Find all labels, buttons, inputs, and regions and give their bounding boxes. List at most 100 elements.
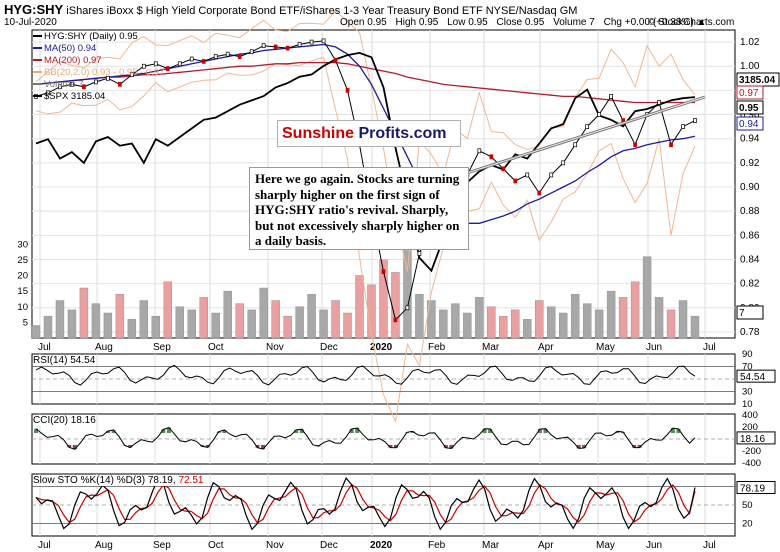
price-candle	[225, 51, 230, 57]
sto-value-tag	[736, 481, 776, 495]
price-tick-label: 0.88	[740, 206, 760, 217]
low-value: 0.95	[468, 17, 488, 28]
price-tick-label: 1.00	[740, 61, 760, 72]
open-value: 0.95	[367, 17, 387, 28]
x-tick-label-bottom: May	[596, 540, 615, 551]
price-candle	[525, 172, 530, 178]
sto-value: 78.19	[740, 484, 765, 495]
volume-bar	[199, 297, 208, 339]
price-candle	[46, 90, 50, 96]
volume-value: 7	[589, 17, 595, 28]
volume-bar	[55, 300, 65, 339]
price-candle	[285, 45, 290, 51]
close-value: 0.95	[524, 17, 545, 28]
cci-value: 18.16	[740, 434, 765, 445]
legend-item: $SPX 3185.04	[33, 91, 164, 103]
volume-bar	[283, 315, 292, 339]
price-tag: 0.97	[739, 88, 759, 99]
volume-bar	[594, 309, 604, 339]
cci-label: CCI(20) 18.16	[33, 415, 96, 426]
x-tick-label: Dec	[320, 342, 338, 353]
x-tick-label: Nov	[266, 342, 284, 353]
volume-bar	[403, 250, 412, 339]
volume-bar	[295, 306, 304, 339]
volume-bar	[211, 312, 220, 339]
x-tick-label-bottom: Mar	[482, 540, 500, 551]
x-tick-label-bottom: Jul	[703, 540, 716, 551]
price-candle	[333, 57, 338, 63]
chart-date: 10-Jul-2020	[4, 17, 57, 28]
price-candle	[177, 61, 182, 67]
volume-bar	[475, 297, 484, 339]
volume-bar	[547, 306, 556, 339]
price-tick-label: 0.78	[740, 327, 760, 338]
volume-bar	[427, 300, 436, 339]
volume-bar	[559, 312, 568, 339]
price-tag: 7	[739, 308, 745, 319]
price-tick-label: 0.92	[740, 158, 760, 169]
rsi-label: RSI(14) 54.54	[33, 355, 96, 366]
rsi-line	[35, 364, 696, 386]
x-tick-label: Jun	[646, 342, 662, 353]
volume-bar	[606, 290, 616, 339]
price-candle	[345, 88, 350, 93]
price-candle	[153, 61, 158, 67]
rsi-value-tag	[736, 369, 776, 383]
volume-bar	[151, 315, 161, 339]
volume-bar	[91, 303, 101, 339]
volume-bar	[618, 297, 628, 339]
price-tick-label: 0.82	[740, 279, 760, 290]
x-tick-label: Jul	[38, 342, 51, 353]
ma200-line	[35, 61, 695, 104]
legend-item: MA(50) 0.94	[33, 43, 164, 55]
price-candle	[58, 84, 62, 90]
price-candle	[513, 178, 518, 184]
price-candle	[657, 100, 661, 105]
price-candle	[130, 72, 134, 78]
price-tag-box	[736, 305, 764, 320]
volume-bar	[654, 297, 664, 339]
volume-tick-label: 25	[17, 255, 28, 266]
price-tag: 0.95	[739, 103, 759, 114]
volume-bar	[331, 300, 340, 339]
price-candle	[94, 79, 98, 85]
volume-bar	[570, 294, 580, 339]
stockcharts-brand: © StockCharts.com	[648, 17, 735, 28]
rsi-tick-label: 70	[742, 362, 753, 373]
x-tick-label-bottom: Jun	[646, 540, 662, 551]
volume-bar	[67, 309, 77, 339]
cci-tick-label: 400	[742, 410, 758, 421]
annotation-box: Here we go again. Stocks are turning sha…	[249, 167, 469, 250]
volume-tick-label: 30	[17, 239, 28, 250]
volume-tick-label: 5	[23, 317, 28, 328]
price-tick-label: 0.84	[740, 254, 760, 265]
legend-swatch	[33, 95, 42, 98]
price-legend: HYG:SHY (Daily) 0.95 MA(50) 0.94 MA(200) 0…	[33, 31, 164, 103]
volume-bar	[367, 284, 376, 339]
x-tick-label-bottom: Sep	[153, 540, 171, 551]
price-candle	[405, 305, 410, 311]
price-candle	[633, 142, 637, 148]
change-value: +0.00 (+0.38%)	[624, 17, 694, 28]
price-candle	[693, 118, 697, 123]
ohlc-readout: Open 0.95 High 0.95 Low 0.95 Close 0.95 …	[340, 17, 707, 28]
x-tick-label: May	[596, 342, 615, 353]
price-candle	[165, 66, 170, 72]
volume-bar	[259, 287, 268, 339]
rsi-tick-label: 90	[742, 349, 753, 360]
volume-bar	[439, 309, 448, 339]
legend-item: BB(20,2.0) 0.93 - 0.95 - 0.97	[33, 67, 164, 79]
volume-bar	[666, 309, 676, 339]
volume-bar	[499, 315, 508, 339]
bollinger-upper-line	[35, 10, 696, 272]
volume-bar	[103, 312, 113, 339]
x-tick-label-bottom: Nov	[266, 540, 284, 551]
legend-swatch	[33, 83, 42, 86]
price-candle	[70, 82, 74, 87]
cci-tick-label: -200	[742, 446, 761, 457]
price-tick-label: 1.02	[740, 37, 760, 48]
volume-bar	[415, 294, 424, 339]
price-candle	[585, 124, 590, 129]
x-tick-label-bottom: Dec	[320, 540, 338, 551]
volume-bar	[355, 275, 364, 339]
